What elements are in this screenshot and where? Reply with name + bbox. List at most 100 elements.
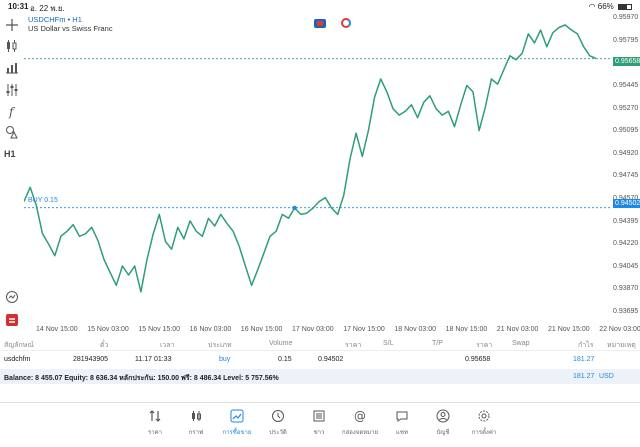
time-tick-label: 18 Nov 03:00: [394, 326, 437, 333]
col-tp: T/P: [432, 340, 443, 347]
crosshair-icon[interactable]: [4, 17, 20, 33]
time-tick-label: 21 Nov 03:00: [496, 326, 539, 333]
col-volume: Volume: [269, 340, 293, 347]
nav-chat[interactable]: แชท: [382, 409, 422, 437]
account-icon: [436, 409, 450, 423]
status-date: อ. 22 พ.ย.: [30, 4, 65, 13]
status-bar: 10:31 อ. 22 พ.ย. ◠ 66%: [0, 0, 640, 13]
nav-label: การตั้งค่า: [471, 430, 497, 436]
price-tick-label: 0.94045: [613, 262, 639, 270]
time-tick-label: 15 Nov 03:00: [87, 326, 129, 333]
mail-icon: @: [354, 409, 366, 423]
col-time: เวลา: [160, 342, 175, 349]
nav-news[interactable]: ข่าว: [299, 409, 339, 437]
trade-entry-marker[interactable]: [292, 205, 297, 211]
nav-mailbox[interactable]: @ กล่องจดหมาย: [340, 409, 380, 437]
status-battery: ◠ 66%: [589, 2, 632, 11]
status-time: 10:31: [8, 2, 29, 11]
col-swap: Swap: [512, 340, 530, 347]
time-tick-label: 15 Nov 15:00: [138, 326, 181, 333]
cell-ticket: 281943905: [73, 356, 109, 363]
svg-text:@: @: [354, 409, 366, 423]
svg-text:f: f: [8, 105, 16, 119]
nav-settings[interactable]: การตั้งค่า: [464, 409, 504, 437]
nav-account[interactable]: บัญชี: [423, 409, 463, 437]
col-current-price: ราคา: [476, 342, 493, 349]
buy-position-label[interactable]: BUY 0.15: [28, 197, 58, 204]
price-chart[interactable]: [23, 12, 616, 324]
chart-icon: [192, 411, 201, 421]
history-icon: [272, 410, 284, 422]
timeframe-button[interactable]: H1: [4, 149, 16, 159]
price-tick-label: 0.94220: [613, 240, 639, 248]
col-profit: กำไร: [578, 342, 594, 349]
time-tick-label: 21 Nov 15:00: [548, 326, 590, 333]
trade-panel-icon[interactable]: [4, 312, 20, 328]
nav-label: ราคา: [148, 430, 162, 436]
col-ticket: ตั๋ว: [100, 342, 109, 349]
chart-toolbar: f H1: [0, 12, 24, 326]
buy-price-tag: 0.94502: [613, 199, 640, 208]
objects-icon[interactable]: [4, 124, 20, 140]
chart-canvas[interactable]: [23, 12, 616, 324]
time-tick-label: 18 Nov 15:00: [445, 326, 488, 333]
cell-type: buy: [219, 356, 231, 363]
cell-current-price: 0.95658: [465, 356, 491, 363]
price-tick-label: 0.94745: [613, 172, 639, 180]
nav-label: กล่องจดหมาย: [341, 430, 379, 436]
nav-label: ประวัติ: [269, 430, 287, 436]
indicators-icon[interactable]: [4, 60, 20, 76]
cell-volume: 0.15: [278, 356, 292, 363]
nav-label: การซื้อขาย: [222, 430, 252, 436]
price-tick-label: 0.95270: [613, 104, 639, 112]
price-tick-label: 0.93870: [613, 285, 639, 293]
trade-icon: [230, 409, 244, 423]
one-click-trade-icon[interactable]: [314, 19, 326, 28]
nav-label: แชท: [396, 430, 408, 436]
candlestick-type-icon[interactable]: [4, 38, 20, 54]
col-symbol: สัญลักษณ์: [4, 342, 34, 349]
price-tick-label: 0.93695: [613, 307, 639, 315]
nav-label: กราฟ: [188, 430, 204, 436]
positions-table: สัญลักษณ์ ตั๋ว เวลา ประเภท Volume ราคา S…: [0, 336, 640, 386]
price-tick-label: 0.94570: [613, 195, 638, 202]
price-tick-label: 0.95445: [613, 82, 639, 90]
battery-icon: [618, 3, 632, 10]
col-sl: S/L: [383, 340, 394, 347]
zoom-icon[interactable]: [4, 289, 20, 305]
nav-label: บัญชี: [436, 430, 450, 436]
time-tick-label: 17 Nov 15:00: [343, 326, 385, 333]
price-tick-label: 0.94395: [613, 217, 639, 225]
symbol-description: US Dollar vs Swiss Franc: [28, 24, 113, 33]
balance-row: Balance: 8 455.07 Equity: 8 636.34 หลักป…: [0, 369, 640, 384]
col-comment: หมายเหตุ: [607, 342, 636, 349]
col-price: ราคา: [345, 342, 362, 349]
depth-of-market-icon[interactable]: [341, 18, 351, 28]
cell-time: 11.17 01:33: [135, 356, 172, 363]
nav-quotes[interactable]: ราคา: [135, 409, 175, 437]
nav-history[interactable]: ประวัติ: [258, 409, 298, 437]
balance-summary: Balance: 8 455.07 Equity: 8 636.34 หลักป…: [4, 375, 279, 382]
function-icon[interactable]: f: [4, 103, 20, 119]
chat-icon: [396, 411, 408, 422]
symbol-title[interactable]: USDCHFm • H1: [28, 15, 82, 24]
cell-symbol: usdchfm: [4, 356, 31, 363]
profit-currency: USD: [599, 373, 614, 380]
price-tick-label: 0.95795: [613, 37, 639, 44]
price-tick-label: 0.95095: [613, 127, 639, 135]
col-type: ประเภท: [208, 342, 232, 349]
wifi-icon: ◠: [588, 2, 598, 11]
sliders-icon[interactable]: [4, 82, 20, 98]
bid-price-tag: 0.95658: [613, 57, 640, 66]
time-tick-label: 17 Nov 03:00: [292, 326, 334, 333]
nav-trade[interactable]: การซื้อขาย: [217, 409, 257, 437]
nav-label: ข่าว: [313, 430, 325, 436]
price-series-line: [23, 24, 597, 293]
nav-chart[interactable]: กราฟ: [176, 409, 216, 437]
settings-icon: [478, 410, 490, 422]
quotes-icon: [149, 410, 161, 422]
price-tick-label: 0.94920: [613, 149, 639, 157]
time-tick-label: 22 Nov 03:00: [599, 326, 640, 333]
cell-open-price: 0.94502: [318, 356, 344, 363]
total-profit: 181.27: [573, 373, 595, 380]
